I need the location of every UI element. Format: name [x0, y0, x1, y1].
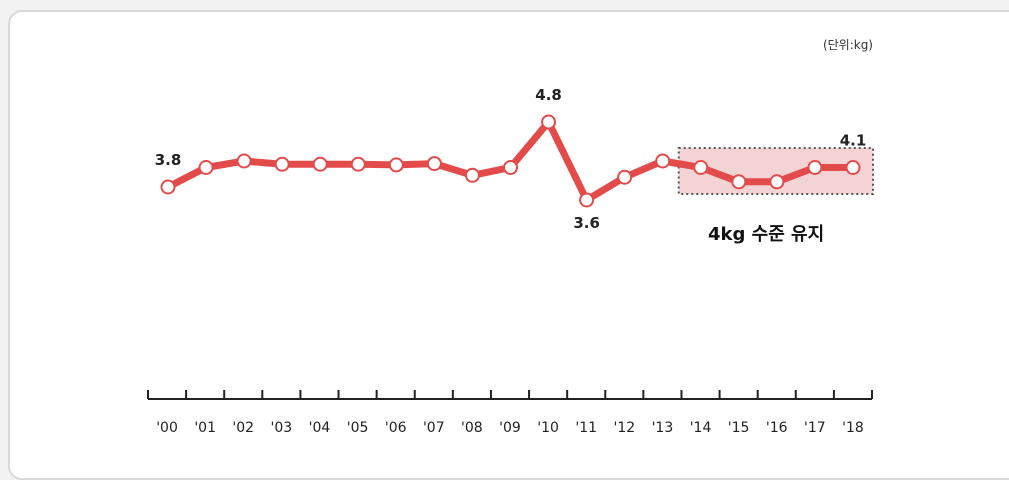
- x-tick-label: '16: [766, 420, 788, 436]
- data-point: [845, 160, 861, 175]
- x-tick-label: '02: [232, 420, 254, 436]
- data-label: 4.1: [840, 132, 867, 150]
- data-point: [160, 179, 176, 195]
- unit-label: (단위:kg): [822, 38, 873, 52]
- data-label: 4.8: [535, 86, 562, 104]
- data-point: [769, 174, 785, 190]
- x-tick-label: '07: [423, 420, 445, 436]
- data-point: [274, 156, 290, 172]
- data-point: [388, 157, 404, 173]
- x-tick-label: '03: [271, 420, 293, 436]
- data-label: 3.8: [155, 151, 182, 169]
- x-tick-label: '11: [575, 420, 597, 436]
- x-tick-label: '09: [499, 420, 521, 436]
- chart-card: [8, 10, 1009, 480]
- data-point: [579, 192, 595, 208]
- x-tick-label: '06: [385, 420, 407, 436]
- line-chart: 4kg 수준 유지 '00 '01 '02 '03 '04 '05 '06 '07 '08 '09…: [147, 86, 874, 436]
- data-point: [731, 174, 747, 190]
- data-point: [350, 156, 366, 172]
- data-point: [807, 160, 823, 175]
- data-point: [312, 156, 328, 172]
- x-tick-label: '17: [804, 420, 826, 436]
- data-point: [541, 114, 557, 130]
- annotation-label: 4kg 수준 유지: [708, 224, 824, 245]
- x-tick-label: '00: [156, 420, 178, 436]
- data-point: [236, 153, 252, 169]
- data-point: [464, 167, 480, 183]
- x-tick-label: '08: [461, 420, 483, 436]
- data-point: [655, 153, 671, 169]
- data-point: [693, 160, 709, 175]
- x-tick-label: '04: [309, 420, 331, 436]
- x-tick-label: '18: [842, 420, 864, 436]
- data-point: [617, 169, 633, 185]
- x-tick-label: '05: [347, 420, 369, 436]
- data-point: [198, 160, 214, 175]
- data-label: 3.6: [573, 214, 600, 232]
- x-tick-label: '10: [537, 420, 559, 436]
- data-point: [503, 160, 518, 175]
- x-tick-label: '13: [652, 420, 674, 436]
- x-tick-label: '14: [690, 420, 712, 436]
- x-tick-label: '15: [728, 420, 750, 436]
- data-point: [426, 156, 442, 172]
- x-tick-label: '12: [613, 420, 635, 436]
- x-tick-label: '01: [194, 420, 216, 436]
